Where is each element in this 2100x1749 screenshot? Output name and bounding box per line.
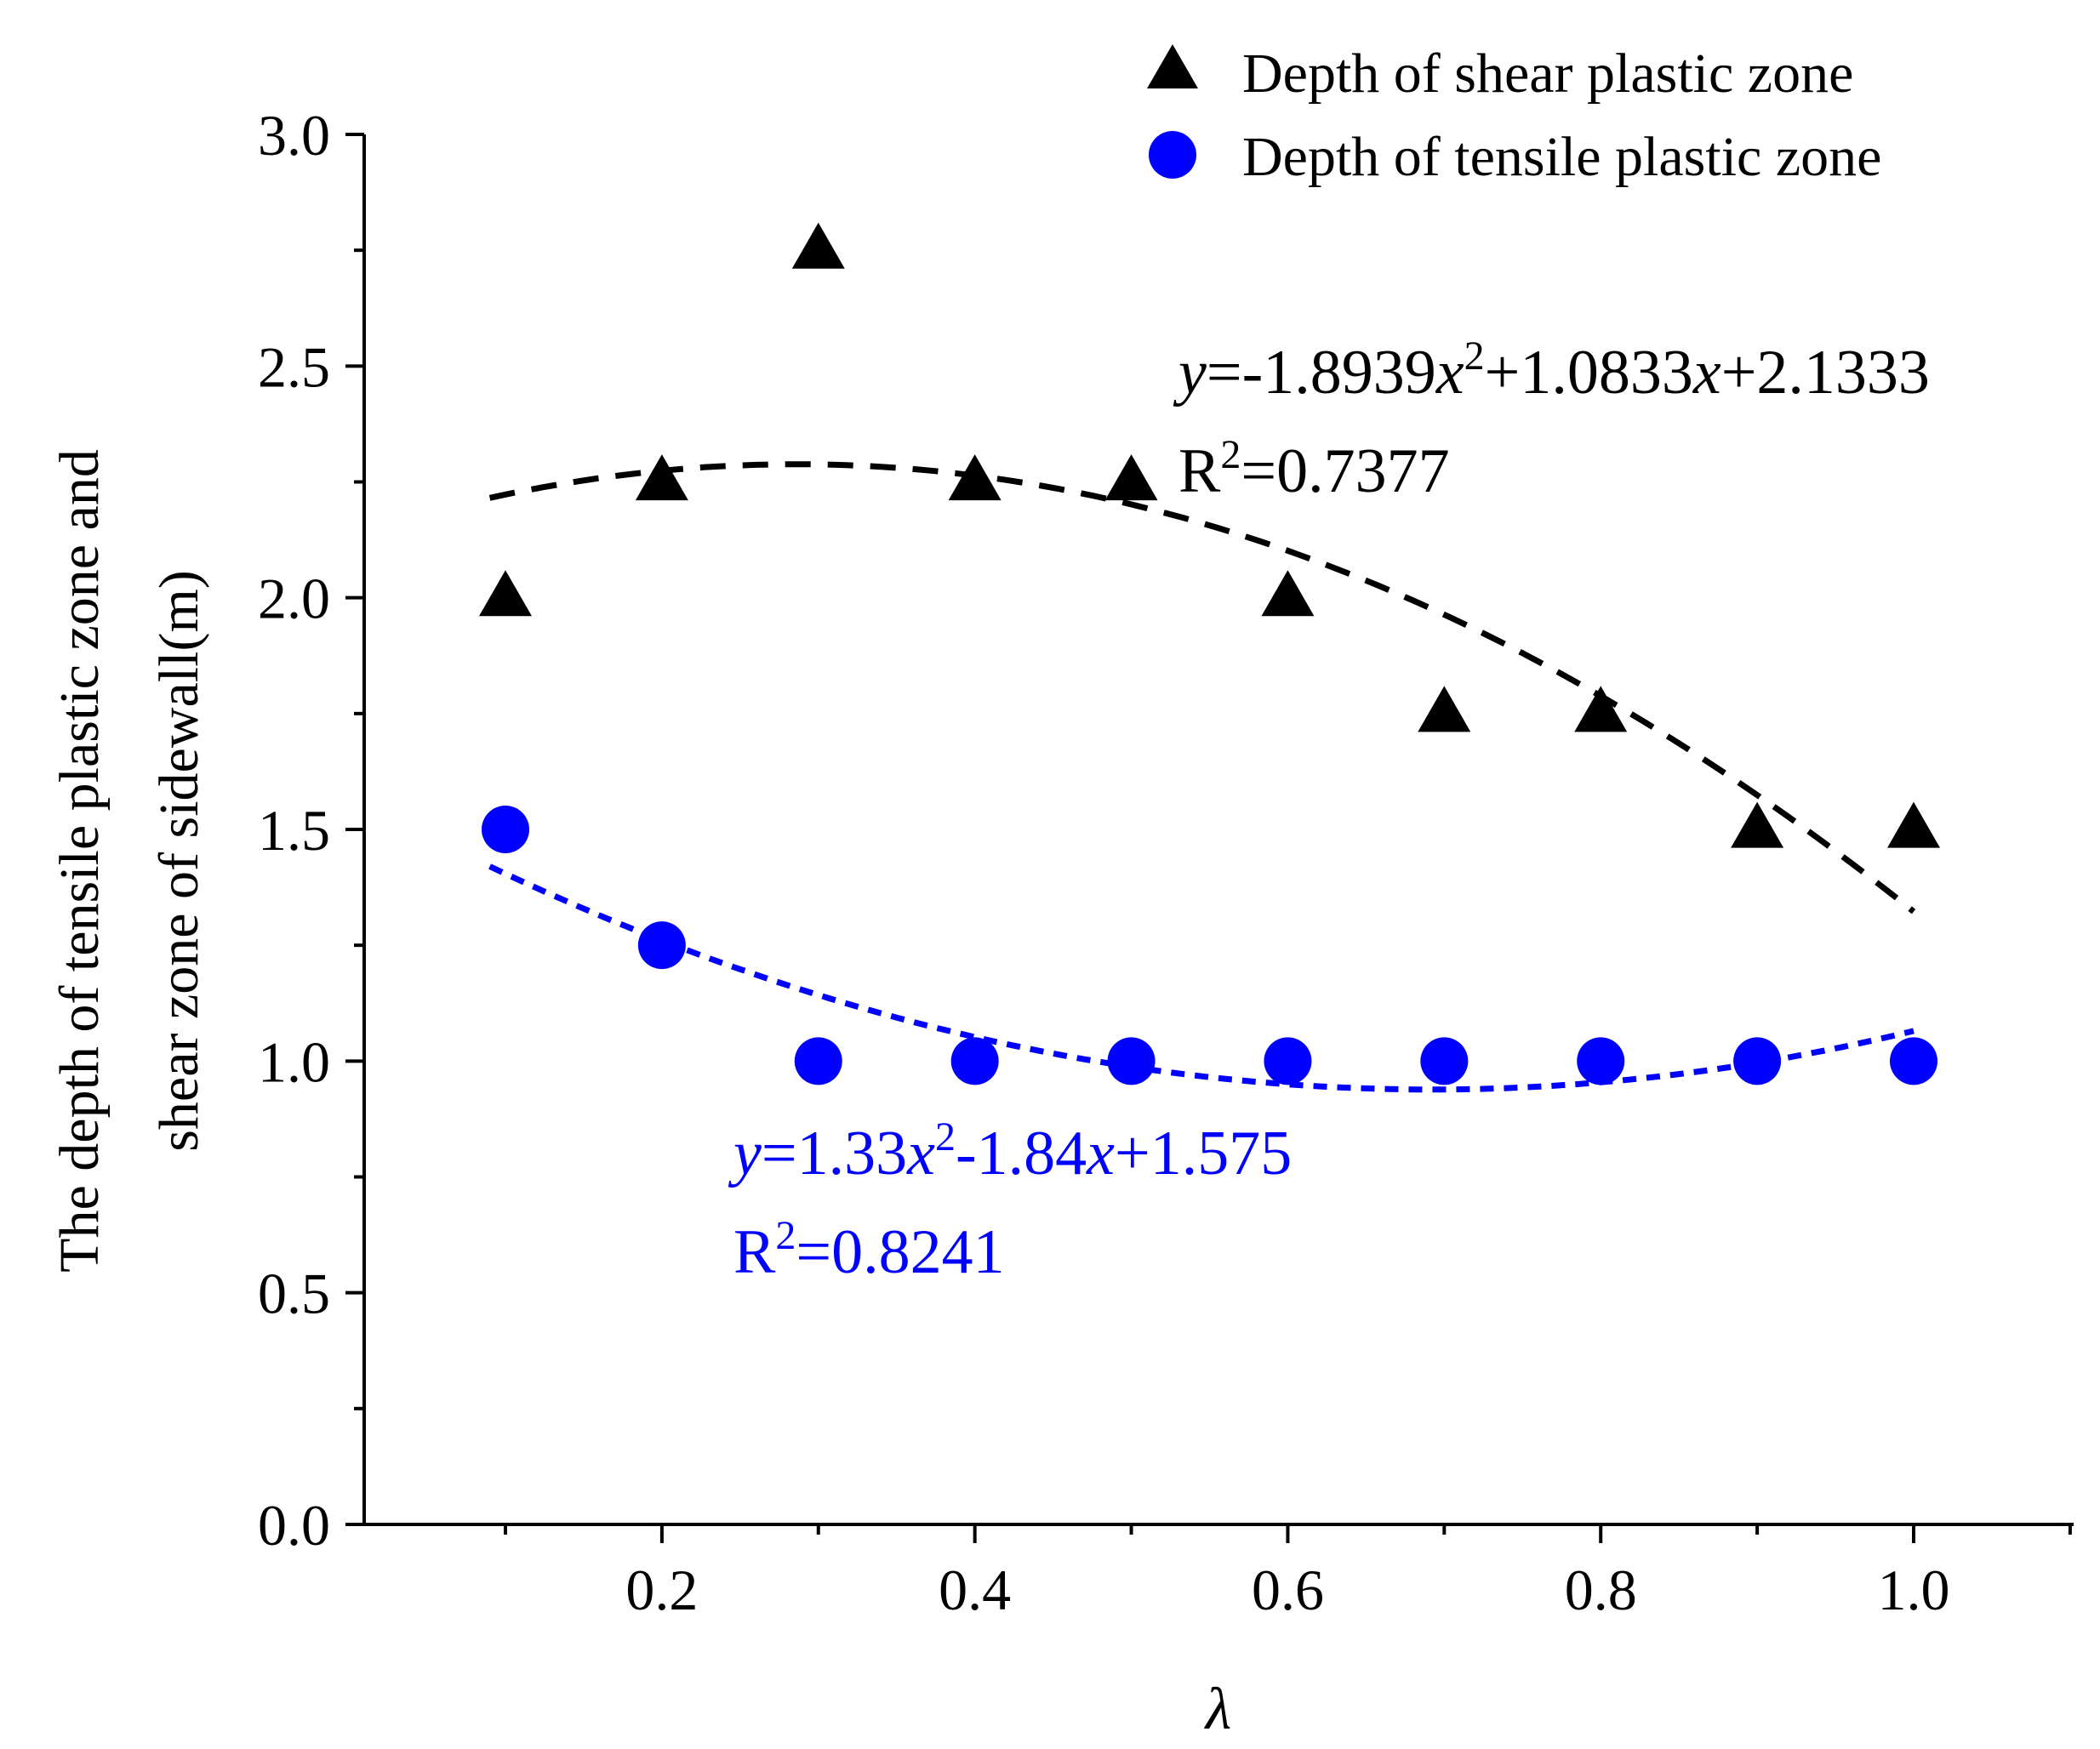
tensile-equation: y=1.33x2-1.84x+1.575 R2=0.8241 xyxy=(728,1114,1292,1287)
tensile-points xyxy=(482,806,1937,1085)
x-axis-label: λ xyxy=(1204,1677,1231,1742)
shear-point xyxy=(479,570,532,617)
legend-shear-triangle-icon xyxy=(1147,44,1198,88)
y-tick-label: 2.0 xyxy=(258,567,330,631)
x-tick-label: 0.2 xyxy=(625,1558,698,1622)
axes: 0.0 0.5 1.0 1.5 2.0 2.5 3.0 0.2 0.4 0.6 0.8 1.0 xyxy=(258,103,2074,1622)
x-tick-label: 0.4 xyxy=(939,1558,1011,1622)
tensile-point xyxy=(950,1037,999,1085)
shear-point xyxy=(948,454,1001,501)
tensile-r2-text: R2=0.8241 xyxy=(733,1213,1005,1287)
tensile-fit-curve xyxy=(488,863,1915,1093)
shear-equation-text: y=-1.8939x2+1.0833x+2.1333 xyxy=(1173,333,1930,407)
legend: Depth of shear plastic zone Depth of ten… xyxy=(1147,43,1881,188)
tensile-point xyxy=(1733,1037,1782,1085)
shear-point xyxy=(791,222,845,269)
tensile-point xyxy=(794,1037,842,1085)
shear-r2-text: R2=0.7377 xyxy=(1178,432,1450,506)
tensile-point xyxy=(1420,1037,1469,1085)
x-tick-label: 0.8 xyxy=(1565,1558,1637,1622)
shear-point xyxy=(1731,801,1784,848)
shear-equation: y=-1.8939x2+1.0833x+2.1333 R2=0.7377 xyxy=(1173,333,1930,506)
shear-point xyxy=(1261,570,1315,617)
x-tick-label: 0.6 xyxy=(1252,1558,1324,1622)
shear-points xyxy=(479,222,1940,848)
y-axis-label-line2: shear zone of sidewall(m) xyxy=(148,570,210,1152)
y-tick-label: 1.0 xyxy=(258,1029,330,1094)
shear-point xyxy=(1104,454,1158,501)
shear-point xyxy=(1574,686,1628,732)
y-tick-label: 0.0 xyxy=(258,1493,330,1558)
legend-tensile-label: Depth of tensile plastic zone xyxy=(1242,126,1881,188)
y-tick-label: 3.0 xyxy=(258,103,330,168)
y-axis-ticks: 0.0 0.5 1.0 1.5 2.0 2.5 3.0 xyxy=(258,103,364,1558)
x-tick-label: 1.0 xyxy=(1878,1558,1950,1622)
x-axis-ticks: 0.2 0.4 0.6 0.8 1.0 xyxy=(504,1524,2072,1622)
y-axis-label-line1: The depth of tensile plastic zone and xyxy=(49,449,111,1273)
tensile-point xyxy=(637,921,686,970)
legend-tensile-circle-icon xyxy=(1149,131,1196,179)
shear-point xyxy=(1418,686,1471,732)
y-tick-label: 0.5 xyxy=(258,1262,330,1326)
legend-shear-label: Depth of shear plastic zone xyxy=(1242,43,1853,105)
shear-point xyxy=(635,454,688,501)
tensile-point xyxy=(1890,1037,1937,1085)
tensile-point xyxy=(1264,1037,1312,1085)
tensile-point xyxy=(1577,1037,1625,1085)
shear-point xyxy=(1887,801,1940,848)
tensile-equation-text: y=1.33x2-1.84x+1.575 xyxy=(728,1114,1292,1188)
y-tick-label: 2.5 xyxy=(258,334,330,399)
tensile-point xyxy=(482,806,529,853)
tensile-point xyxy=(1107,1037,1156,1085)
shear-fit-curve xyxy=(488,461,1916,914)
y-tick-label: 1.5 xyxy=(258,798,330,863)
